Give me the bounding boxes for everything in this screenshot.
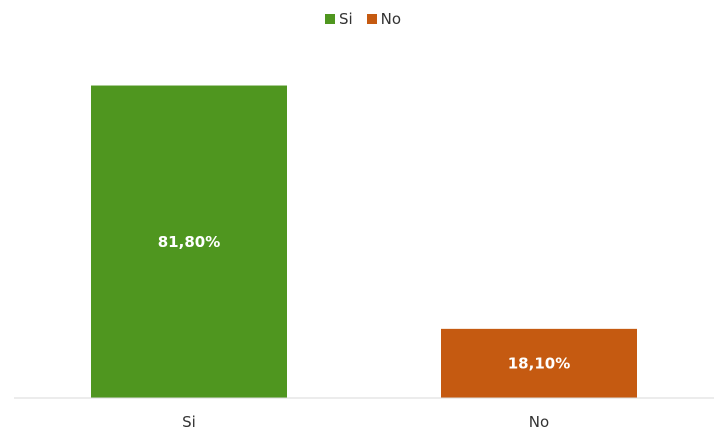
legend-item-si: Si	[324, 10, 353, 28]
bar-si	[91, 85, 287, 399]
legend-label-si: Si	[338, 10, 353, 28]
x-tick-label-si: Si	[182, 413, 196, 431]
legend-swatch-no	[366, 14, 377, 24]
legend: Si No	[0, 10, 726, 28]
data-label-si: 81,80%	[158, 233, 220, 251]
legend-swatch-si	[324, 14, 335, 24]
legend-item-no: No	[366, 10, 402, 28]
data-label-no: 18,10%	[508, 354, 570, 372]
legend-label-no: No	[380, 10, 402, 28]
bar-no	[441, 328, 637, 398]
x-tick-label-no: No	[529, 413, 549, 431]
